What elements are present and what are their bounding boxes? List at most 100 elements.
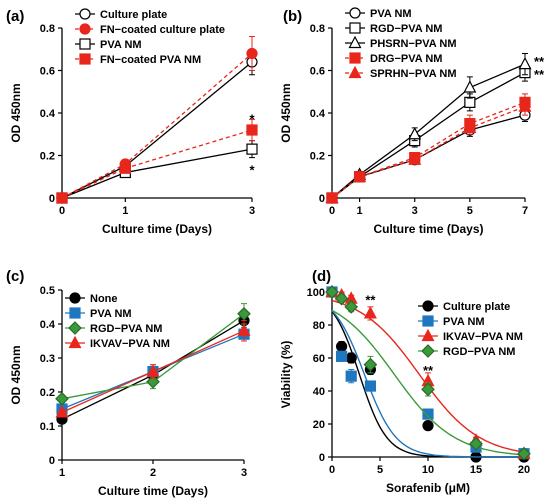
- legend-label: Culture plate: [443, 301, 510, 313]
- legend: Culture plate FN−coated culture plate PVA …: [75, 8, 225, 66]
- panel-d: (d) 0 20 40 60 80 100 0 5 10 15 20 Sorafenib (μM) Via…: [279, 268, 531, 495]
- data-point: [334, 291, 349, 306]
- x-tick-label: 3: [412, 205, 418, 217]
- series-culture-plate: [56, 48, 258, 204]
- legend-marker: [349, 52, 361, 64]
- legend-marker: [79, 23, 91, 35]
- x-axis-title: Culture time (Days): [102, 222, 212, 236]
- panel-label: (b): [283, 8, 302, 25]
- data-point: [469, 436, 483, 451]
- y-tick-label: 0.6: [310, 66, 325, 78]
- panel-label: (a): [6, 8, 24, 25]
- y-tick-label: 0.5: [40, 285, 55, 297]
- legend-marker: [348, 35, 362, 49]
- x-tick-label: 20: [518, 464, 530, 476]
- y-tick-label: 0.3: [40, 353, 55, 365]
- legend-label: PVA NM: [100, 39, 142, 51]
- series-line: [61, 61, 253, 199]
- x-tick-label: 3: [241, 467, 247, 479]
- data-point: [464, 96, 476, 108]
- x-tick-label: 10: [422, 464, 434, 476]
- legend-label: FN−coated culture plate: [100, 24, 225, 36]
- y-tick-label: 60: [313, 353, 325, 365]
- legend-marker: [348, 65, 362, 79]
- data-point: [364, 380, 376, 392]
- legend-label: DRG−PVA NM: [370, 53, 442, 65]
- series-line: [61, 53, 253, 199]
- significance-marker: **: [423, 363, 434, 378]
- y-tick-label: 0.1: [40, 421, 55, 433]
- data-point: [237, 306, 251, 321]
- series-rgd-pva-nm: [55, 303, 251, 406]
- data-point: [246, 47, 258, 60]
- data-point: [56, 192, 68, 204]
- data-point: [422, 408, 434, 420]
- data-point: [363, 306, 377, 319]
- x-tick-label: 7: [522, 205, 528, 217]
- y-tick-label: 0.2: [40, 151, 55, 163]
- panel-c: (c) 0 0.1 0.2 0.3 0.4 0.5 1 2 3 Culture time (Days…: [6, 268, 251, 498]
- legend-marker: [421, 344, 435, 358]
- x-tick-label: 1: [357, 205, 363, 217]
- legend-label: Culture plate: [100, 9, 167, 21]
- legend-label: None: [90, 293, 118, 305]
- data-point: [336, 340, 348, 353]
- series-sprhn-pva-nm: [325, 97, 532, 204]
- y-tick-label: 0: [49, 193, 55, 205]
- data-point: [345, 352, 357, 364]
- series-pva-nm: [56, 140, 258, 204]
- series-ikvav-pva-nm: [55, 320, 251, 418]
- series-line: [331, 105, 526, 199]
- data-point: [344, 300, 359, 314]
- data-point: [325, 285, 339, 299]
- y-tick-label: 80: [313, 320, 325, 332]
- data-point: [55, 391, 69, 406]
- panel-label: (c): [6, 268, 24, 285]
- y-tick-label: 0: [49, 455, 55, 467]
- fit-curve: [331, 309, 525, 456]
- data-point: [325, 190, 339, 204]
- y-tick-label: 0.8: [40, 23, 55, 35]
- y-tick-label: 0.4: [40, 319, 56, 331]
- legend-marker: [349, 22, 361, 34]
- x-tick-label: 5: [467, 205, 473, 217]
- legend-marker: [349, 7, 361, 19]
- legend-label: IKVAV−PVA NM: [443, 331, 523, 343]
- y-axis-title: OD 450nm: [9, 83, 23, 142]
- legend-marker: [421, 328, 435, 342]
- y-tick-label: 0.4: [310, 108, 326, 120]
- legend-label: PVA NM: [443, 316, 485, 328]
- y-tick-label: 20: [313, 419, 325, 431]
- x-axis-title: Culture time (Days): [98, 484, 208, 498]
- data-point: [408, 126, 422, 140]
- data-point: [463, 120, 477, 133]
- series-fn-coated-pva-nm: [56, 118, 258, 204]
- y-axis-title: Viability (%): [279, 341, 293, 409]
- x-tick-label: 1: [122, 205, 128, 217]
- legend-marker: [68, 335, 82, 349]
- x-tick-label: 0: [329, 205, 335, 217]
- data-point: [363, 357, 378, 372]
- legend-label: PVA NM: [90, 308, 132, 320]
- x-tick-label: 5: [377, 464, 383, 476]
- y-tick-label: 0.2: [310, 151, 325, 163]
- x-tick-label: 0: [59, 205, 65, 217]
- data-point: [517, 446, 531, 461]
- data-point: [463, 80, 477, 93]
- significance-marker: *: [249, 162, 255, 177]
- series-line: [61, 148, 253, 199]
- legend-label: RGD−PVA NM: [370, 23, 442, 35]
- data-point: [353, 169, 367, 182]
- data-point: [336, 350, 348, 362]
- data-point: [146, 364, 160, 377]
- panel-a: (a) 0 0.2 0.4 0.6 0.8 0 1 3 Culture time (Days) OD…: [6, 8, 258, 236]
- y-tick-label: 0.4: [40, 108, 56, 120]
- significance-marker: **: [365, 292, 376, 307]
- fit-curve: [331, 310, 524, 458]
- legend-marker: [79, 8, 91, 20]
- data-point: [518, 56, 532, 70]
- x-axis-title: Culture time (Days): [373, 222, 483, 236]
- legend-label: RGD−PVA NM: [90, 323, 162, 335]
- data-point: [246, 143, 258, 155]
- data-point: [345, 370, 357, 382]
